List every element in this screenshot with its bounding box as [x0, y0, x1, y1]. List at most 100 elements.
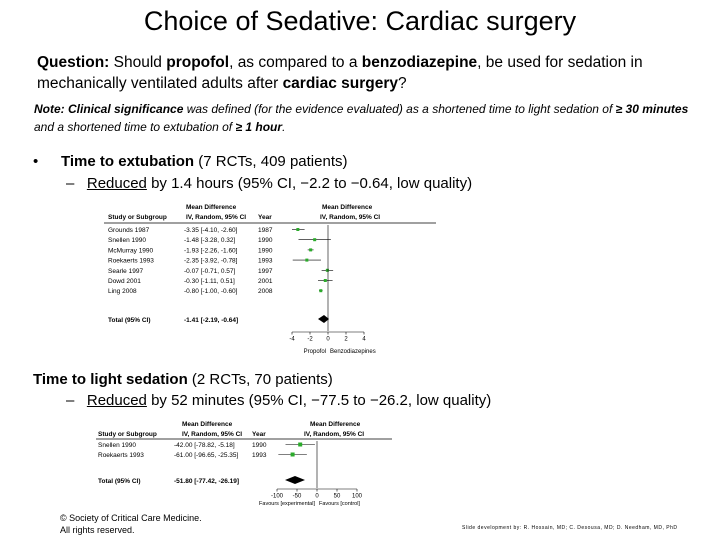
plot2-fav-left: Favours [experimental]: [259, 501, 315, 507]
copyright-line1: © Society of Critical Care Medicine.: [60, 513, 202, 523]
point-estimate: [298, 442, 303, 447]
plot2-hdr-study: Study or Subgroup: [98, 431, 157, 438]
plot2-total-diamond: [285, 476, 305, 484]
axis-tick-label: 4: [362, 337, 366, 343]
study-year: 1993: [258, 258, 273, 265]
study-name: Dowd 2001: [108, 278, 141, 285]
point-estimate: [313, 238, 317, 242]
axis-tick-label: 100: [352, 494, 363, 500]
study-year: 1997: [258, 268, 273, 275]
bullet-icon: •: [33, 153, 39, 170]
question-text: Question: Should propofol, as compared t…: [37, 52, 687, 94]
point-estimate: [290, 452, 295, 457]
section1-heading-line: Time to extubation (7 RCTs, 409 patients…: [61, 153, 347, 170]
plot1-hdr-plot1: Mean Difference: [322, 204, 373, 211]
question-part: , as compared to a: [229, 54, 362, 71]
study-ci: -0.80 [-1.00, -0.60]: [184, 288, 238, 295]
plot2-hdr-plot1: Mean Difference: [310, 421, 361, 428]
question-part: ?: [398, 75, 407, 92]
dash: –: [66, 175, 75, 192]
plot1-fav-left: Propofol: [304, 349, 326, 355]
forest-plot-light-sedation: Mean Difference Study or Subgroup IV, Ra…: [96, 421, 392, 507]
point-estimate: [323, 279, 327, 282]
plot1-hdr-year: Year: [258, 214, 272, 221]
axis-tick-label: -100: [271, 494, 284, 500]
note-part: was defined (for the evidence evaluated)…: [183, 102, 616, 116]
axis-tick-label: -50: [293, 494, 302, 500]
section2-heading-line: Time to light sedation (2 RCTs, 70 patie…: [33, 371, 333, 388]
forest-plot-extubation: Mean Difference Study or Subgroup IV, Ra…: [104, 204, 436, 355]
axis-tick-label: 0: [326, 337, 330, 343]
question-part: Should: [109, 54, 167, 71]
study-ci: -3.35 [-4.10, -2.60]: [184, 227, 238, 234]
plot1-total-label: Total (95% CI): [108, 317, 151, 324]
study-year: 2001: [258, 278, 273, 285]
section2-result-rest: by 52 minutes (95% CI, −77.5 to −26.2, l…: [146, 392, 492, 409]
study-name: Ling 2008: [108, 288, 137, 295]
axis-tick-label: 2: [344, 337, 348, 343]
section1-result: – Reduced by 1.4 hours (95% CI, −2.2 to …: [66, 175, 472, 192]
question-cardiac-surgery: cardiac surgery: [282, 75, 399, 92]
study-name: Roekaerts 1993: [98, 452, 144, 459]
study-ci: -2.35 [-3.92, -0.78]: [184, 258, 238, 265]
study-name: Snellen 1990: [108, 237, 146, 244]
study-name: Searle 1997: [108, 268, 143, 275]
copyright-line2: All rights reserved.: [60, 525, 135, 535]
study-ci: -42.00 [-78.82, -5.18]: [174, 442, 235, 449]
plot1-total-ci: -1.41 [-2.19, -0.64]: [184, 317, 238, 324]
point-estimate: [319, 289, 323, 293]
study-name: Grounds 1987: [108, 227, 150, 234]
study-ci: -1.48 [-3.28, 0.32]: [184, 237, 236, 244]
plot2-hdr-md1: Mean Difference: [182, 421, 233, 428]
note-threshold-sedation: ≥ 30 minutes: [615, 102, 689, 116]
note-label: Note: Clinical significance: [34, 102, 184, 116]
plot1-fav-right: Benzodiazepines: [330, 349, 376, 355]
point-estimate: [305, 258, 309, 262]
section2-detail: (2 RCTs, 70 patients): [187, 371, 333, 388]
study-year: 1993: [252, 452, 267, 459]
point-estimate: [296, 228, 300, 231]
plot2-fav-right: Favours [control]: [319, 501, 360, 507]
study-year: 1990: [258, 247, 273, 254]
question-propofol: propofol: [166, 54, 230, 71]
copyright: © Society of Critical Care Medicine. All…: [60, 512, 202, 536]
plot1-hdr-md2: IV, Random, 95% CI: [186, 214, 246, 221]
study-name: Snellen 1990: [98, 442, 136, 449]
note-part: and a shortened time to extubation of: [34, 120, 236, 134]
plot2-total-label: Total (95% CI): [98, 478, 141, 485]
section1-heading: Time to extubation: [61, 153, 195, 170]
question-label: Question:: [37, 54, 110, 71]
section2-heading: Time to light sedation: [33, 371, 188, 388]
plot2-hdr-plot2: IV, Random, 95% CI: [304, 431, 364, 438]
question-benzodiazepine: benzodiazepine: [361, 54, 478, 71]
axis-tick-label: 50: [334, 494, 341, 500]
plot1-hdr-md1: Mean Difference: [186, 204, 237, 211]
slide-title: Choice of Sedative: Cardiac surgery: [143, 6, 577, 36]
dash: –: [66, 392, 75, 409]
axis-tick-label: -2: [307, 337, 313, 343]
note-threshold-extubation: ≥ 1 hour: [235, 120, 283, 134]
section1-result-word: Reduced: [86, 175, 147, 192]
plot2-total-ci: -51.80 [-77.42, -26.19]: [174, 478, 239, 485]
study-ci: -61.00 [-96.65, -25.35]: [174, 452, 239, 459]
question-part: , be used for sedation in mechanically v…: [37, 54, 643, 92]
axis-tick-label: 0: [315, 494, 319, 500]
section2-result: – Reduced by 52 minutes (95% CI, −77.5 t…: [66, 392, 491, 409]
section1-result-rest: by 1.4 hours (95% CI, −2.2 to −0.64, low…: [146, 175, 473, 192]
study-ci: -0.07 [-0.71, 0.57]: [184, 268, 236, 275]
plot1-total-diamond: [318, 315, 329, 323]
study-year: 1990: [258, 237, 273, 244]
plot2-hdr-md2: IV, Random, 95% CI: [182, 431, 242, 438]
plot2-hdr-year: Year: [252, 431, 266, 438]
axis-tick-label: -4: [289, 337, 295, 343]
note-part: .: [282, 120, 286, 134]
slide-credit: Slide development by: R. Hossain, MD; C.…: [462, 525, 678, 531]
study-year: 1987: [258, 227, 273, 234]
study-name: McMurray 1990: [108, 247, 154, 254]
study-ci: -1.93 [-2.26, -1.60]: [184, 247, 238, 254]
study-name: Roekaerts 1993: [108, 258, 154, 265]
note-text: Note: Clinical significance was defined …: [34, 100, 694, 136]
section1-detail: (7 RCTs, 409 patients): [194, 153, 348, 170]
plot1-hdr-study: Study or Subgroup: [108, 214, 167, 221]
section2-result-word: Reduced: [86, 392, 147, 409]
